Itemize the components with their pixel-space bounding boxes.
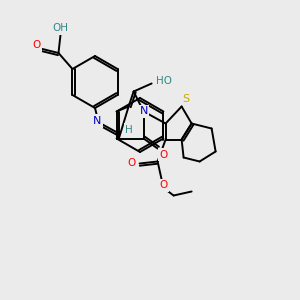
Text: HO: HO bbox=[156, 76, 172, 86]
Text: O: O bbox=[128, 158, 136, 169]
Text: O: O bbox=[160, 149, 168, 160]
Text: O: O bbox=[160, 181, 168, 190]
Text: H: H bbox=[125, 125, 133, 135]
Text: N: N bbox=[93, 116, 101, 126]
Text: N: N bbox=[140, 106, 148, 116]
Text: OH: OH bbox=[52, 23, 68, 33]
Text: S: S bbox=[182, 94, 189, 103]
Text: O: O bbox=[32, 40, 40, 50]
